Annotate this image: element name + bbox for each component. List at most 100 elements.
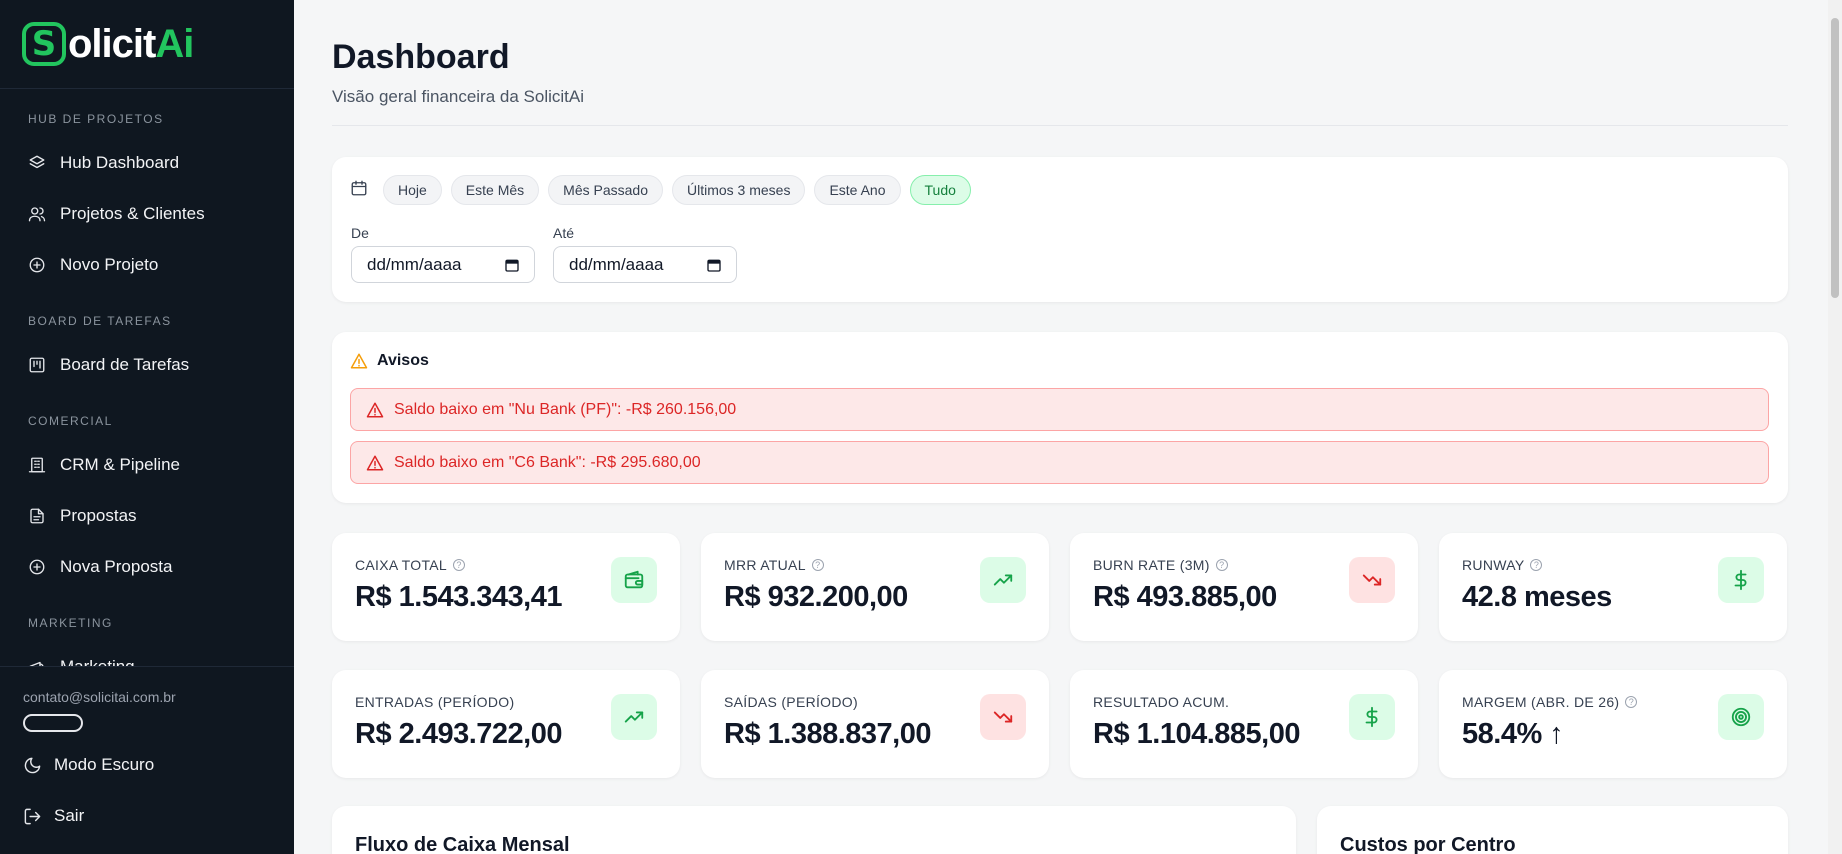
kpi-burn-rate: BURN RATE (3M)? R$ 493.885,00 (1070, 533, 1418, 641)
sidebar-item-label: Board de Tarefas (60, 355, 190, 374)
kpi-label: CAIXA TOTAL? (355, 557, 466, 573)
scrollbar[interactable] (1828, 0, 1842, 854)
cashflow-panel: Fluxo de Caixa Mensal (332, 806, 1296, 854)
logout-icon (24, 808, 41, 824)
section-title-comercial: COMERCIAL (28, 414, 113, 428)
alert-item: Saldo baixo em "Nu Bank (PF)": -R$ 260.1… (350, 388, 1769, 431)
kpi-label-text: ENTRADAS (PERÍODO) (355, 694, 515, 710)
dollar-icon (1718, 557, 1764, 603)
kpi-label-text: BURN RATE (3M) (1093, 557, 1210, 573)
sidebar-item-propostas[interactable]: Propostas (0, 496, 294, 536)
to-date-label: Até (553, 225, 575, 241)
chip-ultimos-3-meses[interactable]: Últimos 3 meses (671, 175, 806, 205)
user-email: contato@solicitai.com.br (23, 689, 176, 705)
kpi-label: ENTRADAS (PERÍODO) (355, 694, 514, 710)
help-icon[interactable]: ? (453, 559, 466, 571)
arrow-up-icon: ↑ (1549, 718, 1564, 750)
logout-button[interactable]: Sair (23, 801, 84, 831)
header-divider (332, 125, 1788, 126)
help-icon[interactable]: ? (811, 559, 824, 571)
section-title-board: BOARD DE TAREFAS (28, 314, 172, 328)
sidebar-item-nova-proposta[interactable]: Nova Proposta (0, 547, 294, 587)
logo-accent: Ai (155, 21, 194, 66)
kpi-label-text: RESULTADO ACUM. (1093, 694, 1230, 710)
wallet-icon (611, 557, 657, 603)
sidebar-item-label: CRM & Pipeline (60, 455, 180, 474)
users-icon (28, 205, 46, 223)
kpi-mrr-atual: MRR ATUAL? R$ 932.200,00 (701, 533, 1049, 641)
building-icon (28, 456, 46, 474)
kpi-value: R$ 2.493.722,00 (355, 718, 562, 750)
kpi-label: BURN RATE (3M)? (1093, 557, 1228, 573)
from-date-input[interactable]: dd/mm/aaaa (351, 246, 535, 283)
plus-circle-icon (28, 558, 46, 576)
sidebar-item-label: Projetos & Clientes (60, 204, 205, 223)
sidebar-item-label: Hub Dashboard (60, 153, 180, 172)
sidebar-item-crm-pipeline[interactable]: CRM & Pipeline (0, 445, 294, 485)
logo-text: olicit (68, 21, 156, 66)
main-content: Dashboard Visão geral financeira da Soli… (294, 0, 1842, 854)
brand-logo[interactable]: S olicitAi (0, 0, 294, 89)
section-title-hub: HUB DE PROJETOS (28, 112, 164, 126)
kpi-value: R$ 493.885,00 (1093, 581, 1277, 613)
megaphone-icon (28, 658, 46, 666)
sidebar-item-novo-projeto[interactable]: Novo Projeto (0, 245, 294, 285)
kpi-value: R$ 1.104.885,00 (1093, 718, 1300, 750)
target-icon (1718, 694, 1764, 740)
sidebar-item-label: Novo Projeto (60, 255, 159, 274)
sidebar-item-board-tarefas[interactable]: Board de Tarefas (0, 345, 294, 385)
sidebar: S olicitAi HUB DE PROJETOS Hub Dashboard… (0, 0, 294, 854)
chip-mes-passado[interactable]: Mês Passado (548, 175, 663, 205)
logo-wordmark: olicitAi (68, 21, 194, 67)
account-toggle[interactable] (23, 714, 83, 732)
chip-este-ano[interactable]: Este Ano (814, 175, 901, 205)
sidebar-item-hub-dashboard[interactable]: Hub Dashboard (0, 143, 294, 183)
kpi-resultado-acum: RESULTADO ACUM. R$ 1.104.885,00 (1070, 670, 1418, 778)
kpi-label-text: MRR ATUAL (724, 557, 806, 573)
alert-text: Saldo baixo em "Nu Bank (PF)": -R$ 260.1… (394, 400, 737, 418)
kpi-value: 58.4% ↑ (1462, 718, 1564, 751)
dark-mode-label: Modo Escuro (54, 755, 155, 774)
page-title: Dashboard (332, 38, 510, 76)
page-subtitle: Visão geral financeira da SolicitAi (332, 87, 584, 106)
logout-label: Sair (54, 806, 85, 825)
chip-hoje[interactable]: Hoje (383, 175, 442, 205)
moon-icon (24, 757, 41, 773)
chip-este-mes[interactable]: Este Mês (450, 175, 540, 205)
help-icon[interactable]: ? (1530, 559, 1543, 571)
alert-item: Saldo baixo em "C6 Bank": -R$ 295.680,00 (350, 441, 1769, 484)
to-date-input[interactable]: dd/mm/aaaa (553, 246, 737, 283)
to-date-value: dd/mm/aaaa (569, 254, 664, 274)
section-title-marketing: MARKETING (28, 616, 113, 630)
logo-mark: S (22, 22, 66, 66)
kpi-label: MRR ATUAL? (724, 557, 824, 573)
sidebar-item-marketing[interactable]: Marketing (0, 647, 294, 666)
trending-up-icon (980, 557, 1026, 603)
alerts-title-text: Avisos (377, 352, 429, 369)
kpi-label: RUNWAY? (1462, 557, 1543, 573)
sidebar-item-label: Propostas (60, 506, 137, 525)
kanban-icon (28, 356, 46, 374)
sidebar-nav: HUB DE PROJETOS Hub Dashboard Projetos &… (0, 89, 294, 666)
costs-panel: Custos por Centro (1317, 806, 1788, 854)
kpi-saidas: SAÍDAS (PERÍODO) R$ 1.388.837,00 (701, 670, 1049, 778)
file-text-icon (28, 507, 46, 525)
kpi-label: RESULTADO ACUM. (1093, 694, 1229, 710)
calendar-picker-icon[interactable] (504, 257, 520, 273)
scrollbar-thumb[interactable] (1831, 18, 1839, 298)
warning-icon (350, 353, 368, 369)
costs-title: Custos por Centro (1340, 834, 1516, 854)
help-icon[interactable]: ? (1625, 696, 1638, 708)
help-icon[interactable]: ? (1215, 559, 1228, 571)
warning-icon (366, 402, 384, 417)
plus-circle-icon (28, 256, 46, 274)
kpi-runway: RUNWAY? 42.8 meses (1439, 533, 1787, 641)
calendar-picker-icon[interactable] (706, 257, 722, 273)
kpi-caixa-total: CAIXA TOTAL? R$ 1.543.343,41 (332, 533, 680, 641)
layers-icon (28, 154, 46, 172)
dark-mode-button[interactable]: Modo Escuro (23, 750, 154, 780)
kpi-value: R$ 1.543.343,41 (355, 581, 562, 613)
kpi-label: MARGEM (ABR. DE 26)? (1462, 694, 1638, 710)
chip-tudo[interactable]: Tudo (909, 175, 971, 205)
sidebar-item-projetos-clientes[interactable]: Projetos & Clientes (0, 194, 294, 234)
